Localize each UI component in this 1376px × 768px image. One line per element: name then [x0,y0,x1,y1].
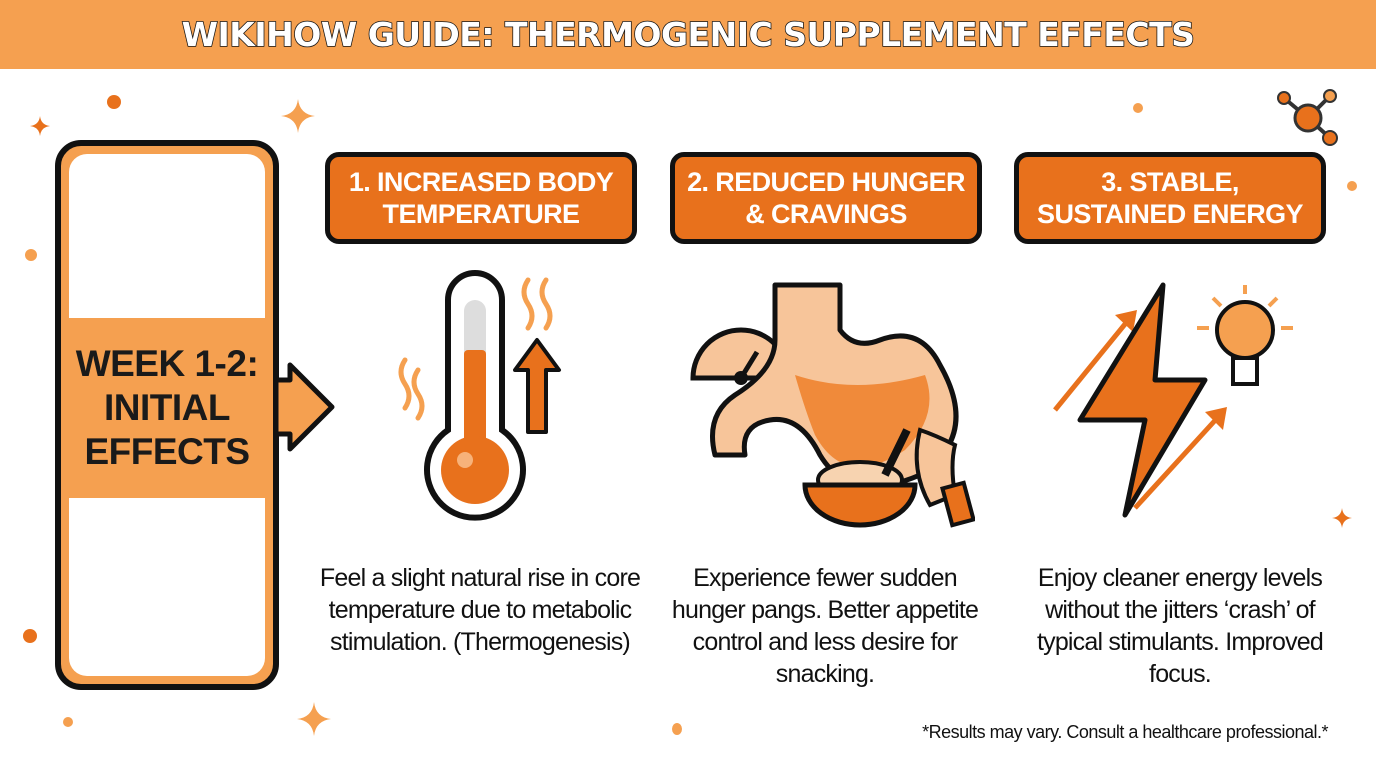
week-band: WEEK 1-2: INITIAL EFFECTS [61,318,273,498]
page-title: WIKIHOW GUIDE: THERMOGENIC SUPPLEMENT EF… [181,14,1196,55]
dot-icon [25,249,37,261]
step-1-description: Feel a slight natural rise in core tempe… [319,564,641,656]
step-1-header: 1. INCREASED BODY TEMPERATURE [325,152,637,244]
step-3-header: 3. STABLE, SUSTAINED ENERGY [1014,152,1326,244]
lightbulb-icon [1197,285,1293,386]
dot-icon [23,629,37,643]
dot-icon [63,717,73,727]
dot-icon [1347,181,1357,191]
thermometer-icon [398,270,561,521]
dot-icon [672,723,682,735]
dot-icon [1133,103,1143,113]
dot-icon [107,95,121,109]
arrow-right-icon [276,362,335,452]
molecule-icon [1277,89,1338,146]
hand-stop-icon [914,427,975,528]
step-2-header: 2. REDUCED HUNGER & CRAVINGS [670,152,982,244]
sparkle-icon [297,702,331,736]
sparkle-icon [281,99,315,133]
week-card: WEEK 1-2: INITIAL EFFECTS [55,140,279,690]
lightning-bolt-icon [1053,282,1293,518]
sparkle-icon [30,116,50,136]
sparkle-icon [1332,508,1352,528]
stomach-icon [690,282,975,528]
week-label: WEEK 1-2: INITIAL EFFECTS [75,343,259,472]
title-banner: WIKIHOW GUIDE: THERMOGENIC SUPPLEMENT EF… [0,0,1376,69]
step-3-description: Enjoy cleaner energy levels without the … [1036,564,1324,688]
step-2-description: Experience fewer sudden hunger pangs. Be… [671,564,979,688]
food-bowl-icon [802,428,918,528]
footnote: *Results may vary. Consult a healthcare … [922,722,1328,742]
